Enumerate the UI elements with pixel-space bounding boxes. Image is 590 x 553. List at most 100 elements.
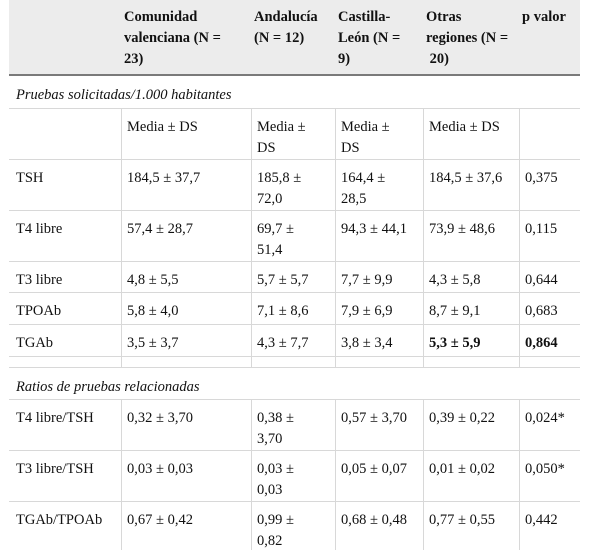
row-label: T4 libre	[16, 221, 63, 237]
section-title-text: Pruebas solicitadas/1.000 habitantes	[16, 87, 232, 103]
section-title-pruebas: Pruebas solicitadas/1.000 habitantes	[9, 76, 580, 109]
row-label: TSH	[16, 170, 44, 186]
cell-line: 69,7 ±	[257, 221, 294, 237]
p-value: 0,024*	[525, 410, 565, 426]
cell-value: 0,01 ± 0,02	[429, 461, 495, 477]
cell-value: 164,4 ± 28,5	[341, 168, 385, 210]
cell-line: 0,38 ±	[257, 410, 294, 426]
cell-value: 3,5 ± 3,7	[127, 335, 179, 351]
cell-value: 5,3 ± 5,9	[429, 335, 481, 351]
cell-line: 164,4 ±	[341, 170, 386, 186]
p-value: 0,050*	[525, 461, 565, 477]
cell-value: 4,3 ± 5,8	[429, 272, 481, 288]
table-row: TSH 184,5 ± 37,7 185,8 ± 72,0 164,4 ± 28…	[9, 160, 580, 211]
cell-value: 69,7 ± 51,4	[257, 219, 294, 261]
table-row: T4 libre 57,4 ± 28,7 69,7 ± 51,4 94,3 ± …	[9, 211, 580, 262]
cell-line: 0,99 ±	[257, 512, 294, 528]
cell-value: 7,7 ± 9,9	[341, 272, 393, 288]
header-p-valor: p valor	[522, 9, 566, 25]
table-row: T3 libre/TSH 0,03 ± 0,03 0,03 ± 0,03 0,0…	[9, 451, 580, 502]
p-value: 0,864	[525, 335, 558, 351]
cell-value: 0,68 ± 0,48	[341, 512, 407, 528]
subheader-cell: Media ± DS	[429, 119, 500, 135]
row-label: T3 libre	[16, 272, 63, 288]
cell-line: 3,70	[257, 431, 283, 447]
p-value: 0,375	[525, 170, 558, 186]
cell-value: 184,5 ± 37,6	[429, 170, 503, 186]
subheader-cell: Media ± DS	[257, 117, 306, 159]
section-title-text: Ratios de pruebas relacionadas	[16, 379, 200, 395]
cell-line: DS	[257, 140, 276, 156]
p-value: 0,115	[525, 221, 558, 237]
table-header: Comunidad valenciana (N = 23) Andalucía …	[9, 0, 580, 76]
header-line: 9)	[338, 51, 351, 67]
row-label: T3 libre/TSH	[16, 461, 94, 477]
cell-line: 72,0	[257, 191, 283, 207]
cell-line: 185,8 ±	[257, 170, 302, 186]
p-value: 0,442	[525, 512, 558, 528]
header-castilla-leon: Castilla- León (N = 9)	[338, 7, 400, 70]
header-line: 23)	[124, 51, 144, 67]
cell-value: 0,38 ± 3,70	[257, 408, 294, 450]
cell-line: 0,82	[257, 533, 283, 549]
subheader-cell: Media ± DS	[341, 117, 390, 159]
table-row: T3 libre 4,8 ± 5,5 5,7 ± 5,7 7,7 ± 9,9 4…	[9, 262, 580, 293]
cell-value: 7,1 ± 8,6	[257, 303, 309, 319]
cell-line: 51,4	[257, 242, 283, 258]
cell-value: 5,8 ± 4,0	[127, 303, 179, 319]
cell-value: 7,9 ± 6,9	[341, 303, 393, 319]
cell-line: Media ±	[257, 119, 306, 135]
spacer-row	[9, 357, 580, 368]
cell-line: 28,5	[341, 191, 367, 207]
header-line: León (N =	[338, 30, 401, 46]
subheader-cell: Media ± DS	[127, 119, 198, 135]
cell-value: 57,4 ± 28,7	[127, 221, 193, 237]
header-otras-regiones: Otras regiones (N = 20)	[426, 7, 508, 70]
cell-line: 0,03	[257, 482, 283, 498]
cell-line: DS	[341, 140, 360, 156]
row-label: T4 libre/TSH	[16, 410, 94, 426]
header-line: regiones (N =	[426, 30, 509, 46]
header-line: Otras	[426, 9, 462, 25]
row-label: TPOAb	[16, 303, 62, 319]
cell-value: 185,8 ± 72,0	[257, 168, 301, 210]
cell-value: 5,7 ± 5,7	[257, 272, 309, 288]
table-row: TGAb/TPOAb 0,67 ± 0,42 0,99 ± 0,82 0,68 …	[9, 502, 580, 550]
cell-value: 8,7 ± 9,1	[429, 303, 481, 319]
header-line: valenciana (N =	[124, 30, 221, 46]
header-line: (N = 12)	[254, 30, 305, 46]
cell-line: 0,03 ±	[257, 461, 294, 477]
header-line: Andalucía	[254, 9, 318, 25]
header-line: Castilla-	[338, 9, 391, 25]
cell-value: 4,3 ± 7,7	[257, 335, 309, 351]
data-table: Comunidad valenciana (N = 23) Andalucía …	[9, 0, 580, 550]
cell-value: 0,03 ± 0,03	[257, 459, 294, 501]
header-comunidad-valenciana: Comunidad valenciana (N = 23)	[124, 7, 221, 70]
cell-value: 0,05 ± 0,07	[341, 461, 407, 477]
cell-value: 0,39 ± 0,22	[429, 410, 495, 426]
cell-value: 0,67 ± 0,42	[127, 512, 193, 528]
table-row: T4 libre/TSH 0,32 ± 3,70 0,38 ± 3,70 0,5…	[9, 400, 580, 451]
table-row: TGAb 3,5 ± 3,7 4,3 ± 7,7 3,8 ± 3,4 5,3 ±…	[9, 325, 580, 357]
cell-value: 94,3 ± 44,1	[341, 221, 407, 237]
cell-value: 0,32 ± 3,70	[127, 410, 193, 426]
p-value: 0,683	[525, 303, 558, 319]
row-label: TGAb/TPOAb	[16, 512, 103, 528]
table-row: TPOAb 5,8 ± 4,0 7,1 ± 8,6 7,9 ± 6,9 8,7 …	[9, 293, 580, 325]
cell-value: 0,99 ± 0,82	[257, 510, 294, 552]
section-title-ratios: Ratios de pruebas relacionadas	[9, 368, 580, 400]
row-label: TGAb	[16, 335, 54, 351]
cell-value: 0,03 ± 0,03	[127, 461, 193, 477]
cell-line: Media ±	[341, 119, 390, 135]
cell-value: 4,8 ± 5,5	[127, 272, 179, 288]
cell-value: 184,5 ± 37,7	[127, 170, 201, 186]
cell-value: 3,8 ± 3,4	[341, 335, 393, 351]
cell-value: 73,9 ± 48,6	[429, 221, 495, 237]
cell-value: 0,77 ± 0,55	[429, 512, 495, 528]
cell-value: 0,57 ± 3,70	[341, 410, 407, 426]
header-line: Comunidad	[124, 9, 198, 25]
header-line: 20)	[426, 51, 449, 67]
header-andalucia: Andalucía (N = 12)	[254, 7, 318, 49]
p-value: 0,644	[525, 272, 558, 288]
subheader-row: Media ± DS Media ± DS Media ± DS Media ±…	[9, 109, 580, 160]
